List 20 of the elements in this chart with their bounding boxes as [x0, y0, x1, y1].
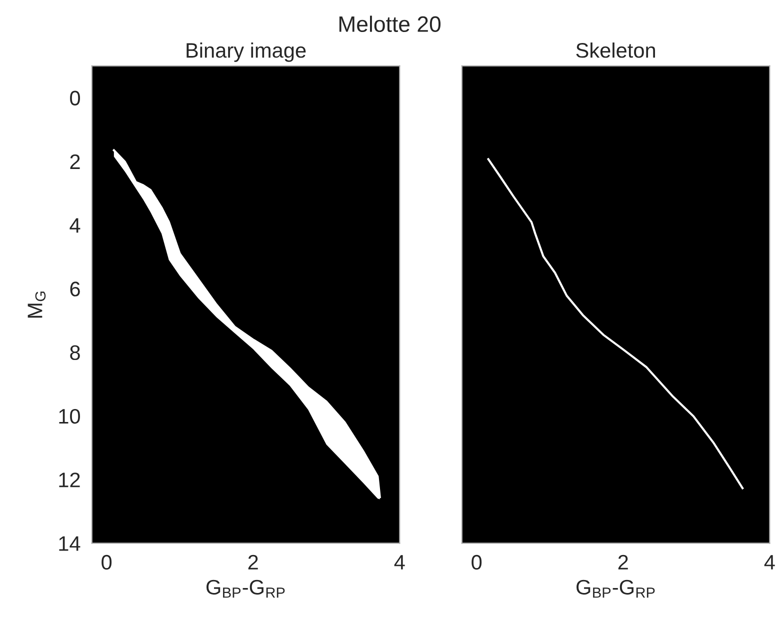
x-axis-title: G$_{BP}$-G$_{RP}$	[206, 580, 285, 598]
x-tick-label: 0	[472, 554, 482, 570]
x-axis-title: G$_{BP}$-G$_{RP}$	[576, 580, 655, 598]
x-tick-label: 0	[102, 554, 112, 570]
chart-subtitle: Binary image	[186, 42, 306, 62]
chart-subtitle: Skeleton	[576, 42, 655, 58]
y-tick-label: 6	[70, 282, 80, 296]
y-tick-label: 12	[59, 472, 80, 488]
y-tick-label: 4	[70, 218, 80, 233]
y-tick-label: 14	[59, 536, 80, 551]
y-tick-label: 2	[70, 154, 80, 169]
y-tick-label: 8	[70, 345, 80, 360]
y-axis-title: M$_{G}$	[28, 292, 46, 318]
y-tick-label: 10	[59, 408, 80, 424]
x-tick-label: 4	[764, 555, 775, 570]
x-tick-label: 4	[394, 555, 405, 570]
x-tick-label: 2	[248, 554, 258, 570]
chart-title: Melotte 20	[339, 16, 441, 32]
y-tick-label: 0	[70, 90, 80, 106]
x-tick-label: 2	[618, 554, 628, 570]
